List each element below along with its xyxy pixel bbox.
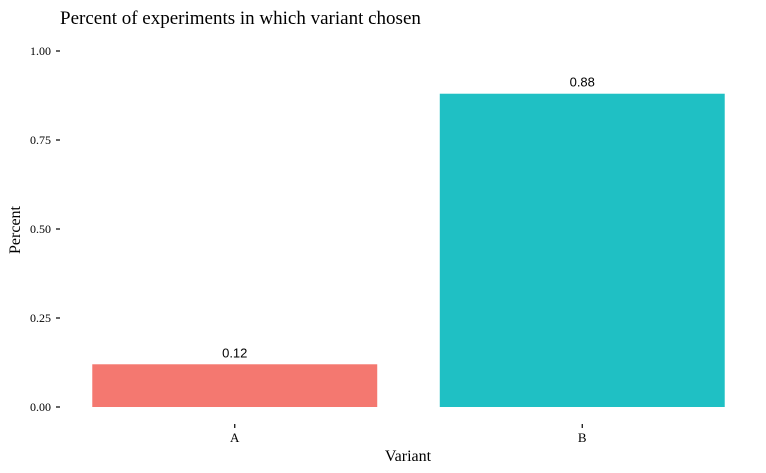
x-axis-label: Variant [385,448,432,465]
chart-title: Percent of experiments in which variant … [60,8,421,29]
bar-a [92,364,378,407]
data-labels: 0.12 0.88 [222,75,595,361]
y-axis: 0.00 0.25 0.50 0.75 1.00 [30,44,60,414]
y-tick-label: 1.00 [30,44,51,58]
y-axis-label: Percent [7,205,24,254]
y-tick-label: 0.25 [30,311,51,325]
data-label: 0.88 [570,75,595,90]
data-label: 0.12 [222,345,247,360]
x-tick-label: A [230,430,240,445]
y-tick-label: 0.75 [30,133,51,147]
y-tick-label: 0.50 [30,222,51,236]
y-tick-label: 0.00 [30,400,51,414]
bar-b [439,93,725,407]
x-tick-label: B [578,430,587,445]
bars [92,93,725,407]
